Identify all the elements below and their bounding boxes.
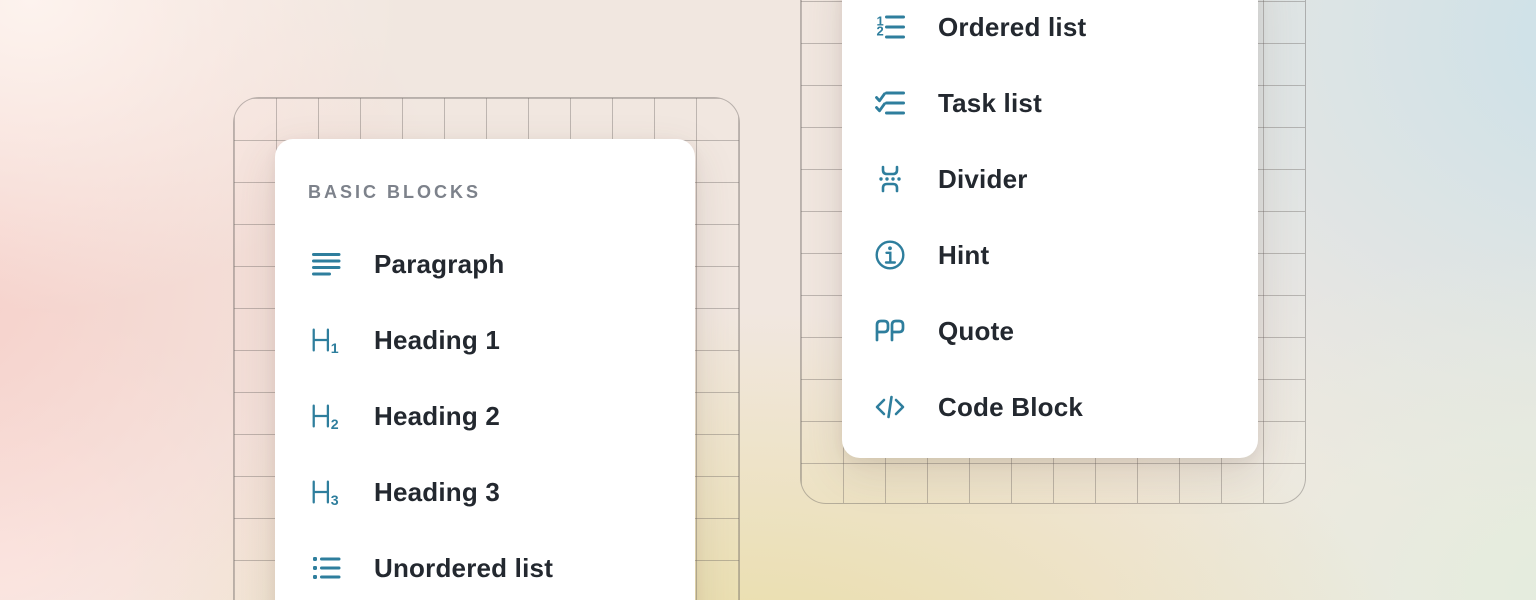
hint-icon — [872, 238, 908, 272]
svg-text:3: 3 — [331, 493, 339, 509]
basic-blocks-menu: BASIC BLOCKS Paragraph 1 Heading 1 — [275, 139, 695, 600]
ordered-list-icon: 1 2 — [872, 11, 908, 43]
menu-item-label: Ordered list — [938, 11, 1087, 42]
blocks-menu-continued: 1 2 Ordered list Task list — [842, 0, 1258, 458]
heading-1-icon: 1 — [308, 323, 344, 357]
svg-text:2: 2 — [877, 24, 884, 39]
menu-item-label: Heading 3 — [374, 476, 501, 507]
menu-item-heading-2[interactable]: 2 Heading 2 — [308, 378, 695, 454]
divider-icon — [872, 163, 908, 195]
menu-item-heading-3[interactable]: 3 Heading 3 — [308, 454, 695, 530]
menu-item-label: Hint — [938, 239, 990, 270]
menu-item-label: Heading 1 — [374, 324, 501, 355]
menu-item-task-list[interactable]: Task list — [872, 65, 1258, 141]
menu-item-label: Code Block — [938, 391, 1084, 422]
menu-item-label: Divider — [938, 163, 1028, 194]
menu-item-label: Unordered list — [374, 552, 554, 583]
task-list-icon — [872, 87, 908, 119]
menu-item-hint[interactable]: Hint — [872, 217, 1258, 293]
menu-item-label: Task list — [938, 87, 1042, 118]
heading-2-icon: 2 — [308, 399, 344, 433]
unordered-list-icon — [308, 552, 344, 584]
svg-text:2: 2 — [331, 417, 339, 433]
svg-text:1: 1 — [877, 14, 884, 29]
code-block-icon — [872, 391, 908, 423]
section-label: BASIC BLOCKS — [308, 182, 482, 202]
menu-item-unordered-list[interactable]: Unordered list — [308, 530, 695, 600]
menu-item-label: Quote — [938, 315, 1015, 346]
svg-text:1: 1 — [331, 341, 339, 357]
menu-item-heading-1[interactable]: 1 Heading 1 — [308, 302, 695, 378]
menu-item-label: Paragraph — [374, 248, 505, 279]
menu-item-ordered-list[interactable]: 1 2 Ordered list — [872, 0, 1258, 65]
quote-icon — [872, 317, 908, 345]
menu-item-quote[interactable]: Quote — [872, 293, 1258, 369]
menu-item-divider[interactable]: Divider — [872, 141, 1258, 217]
menu-item-paragraph[interactable]: Paragraph — [308, 226, 695, 302]
heading-3-icon: 3 — [308, 475, 344, 509]
menu-item-code-block[interactable]: Code Block — [872, 369, 1258, 445]
menu-item-label: Heading 2 — [374, 400, 501, 431]
paragraph-icon — [308, 248, 344, 280]
